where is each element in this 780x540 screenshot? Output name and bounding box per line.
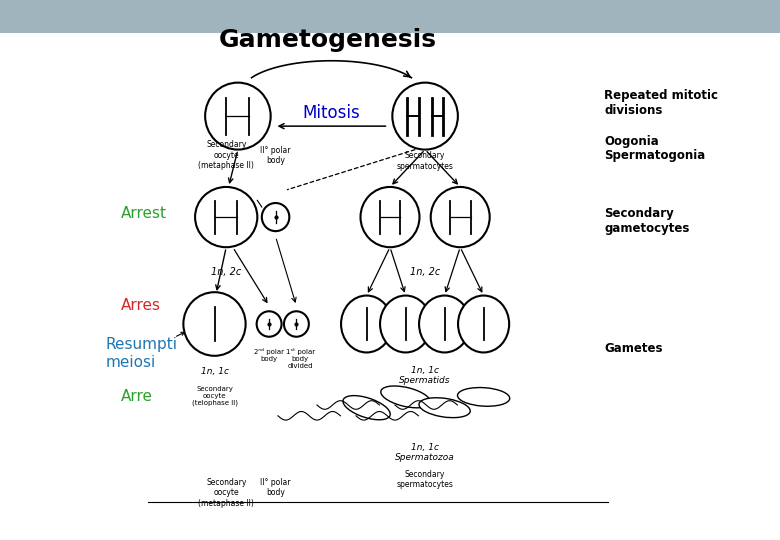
Ellipse shape xyxy=(341,295,392,353)
Ellipse shape xyxy=(183,292,246,356)
Ellipse shape xyxy=(419,295,470,353)
Ellipse shape xyxy=(380,295,431,353)
Text: II° polar
body: II° polar body xyxy=(261,478,291,497)
Text: Arrest: Arrest xyxy=(121,206,167,221)
Text: Resumpti
meiosi: Resumpti meiosi xyxy=(105,338,177,370)
Text: Secondary
gametocytes: Secondary gametocytes xyxy=(604,207,690,235)
Text: Secondary
spermatocytes: Secondary spermatocytes xyxy=(397,151,453,171)
Text: Secondary
oocyte
(metaphase II): Secondary oocyte (metaphase II) xyxy=(198,140,254,170)
Ellipse shape xyxy=(419,398,470,417)
Text: Secondary
oocyte
(metaphase II): Secondary oocyte (metaphase II) xyxy=(198,478,254,508)
Text: 1n, 1c: 1n, 1c xyxy=(200,367,229,376)
Text: 1n, 2c: 1n, 2c xyxy=(410,267,440,277)
Text: Secondary
spermatocytes: Secondary spermatocytes xyxy=(397,470,453,489)
Text: Oogonia
Spermatogonia: Oogonia Spermatogonia xyxy=(604,134,706,163)
Text: 1n, 2c: 1n, 2c xyxy=(211,267,241,277)
Text: Mitosis: Mitosis xyxy=(303,104,360,123)
Text: 1n, 1c
Spermatids: 1n, 1c Spermatids xyxy=(399,366,451,386)
FancyBboxPatch shape xyxy=(0,0,780,33)
Ellipse shape xyxy=(262,203,289,231)
Text: Gametogenesis: Gametogenesis xyxy=(218,29,437,52)
Text: 2ⁿᵈ polar
body: 2ⁿᵈ polar body xyxy=(254,348,284,361)
Text: Repeated mitotic
divisions: Repeated mitotic divisions xyxy=(604,89,718,117)
Ellipse shape xyxy=(284,311,309,337)
Ellipse shape xyxy=(381,386,431,408)
Text: Gametes: Gametes xyxy=(604,342,663,355)
Text: Arre: Arre xyxy=(121,389,153,404)
Ellipse shape xyxy=(392,83,458,150)
Text: 1ˢᵗ polar
body
divided: 1ˢᵗ polar body divided xyxy=(285,348,315,368)
Ellipse shape xyxy=(257,311,282,337)
Ellipse shape xyxy=(343,396,390,420)
Ellipse shape xyxy=(360,187,420,247)
Ellipse shape xyxy=(458,388,509,406)
Text: Arres: Arres xyxy=(121,298,161,313)
Ellipse shape xyxy=(195,187,257,247)
Text: Secondary
oocyte
(telophase II): Secondary oocyte (telophase II) xyxy=(192,386,237,406)
Text: 1n, 1c
Spermatozoa: 1n, 1c Spermatozoa xyxy=(395,443,455,462)
Ellipse shape xyxy=(205,83,271,150)
Ellipse shape xyxy=(431,187,490,247)
Text: II° polar
body: II° polar body xyxy=(261,146,291,165)
Ellipse shape xyxy=(458,295,509,353)
